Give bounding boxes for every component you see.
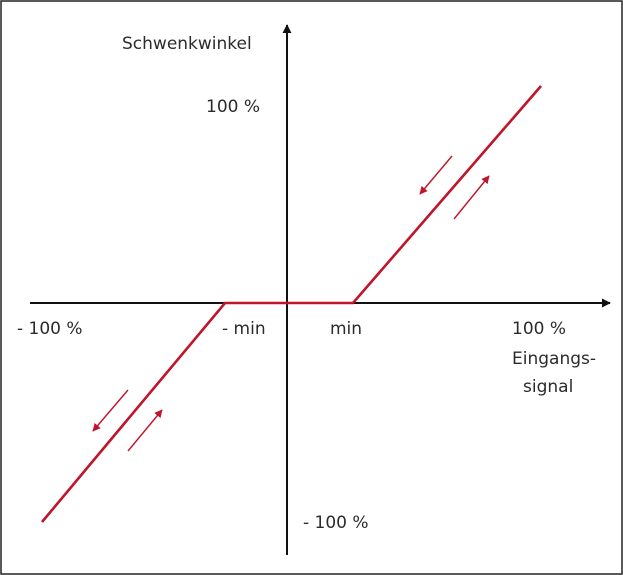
direction-arrow-down-upper bbox=[419, 155, 453, 195]
y-min-label: - 100 % bbox=[303, 513, 369, 533]
x-neg-min-label: - min bbox=[222, 319, 266, 339]
direction-arrow-up-lower bbox=[127, 409, 163, 452]
x-axis-title-line2: signal bbox=[523, 377, 573, 397]
direction-arrow-down-lower bbox=[92, 389, 129, 432]
y-axis-title: Schwenkwinkel bbox=[122, 34, 252, 54]
x-axis-title-line1: Eingangs- bbox=[512, 349, 596, 369]
y-max-label: 100 % bbox=[206, 97, 260, 117]
characteristic-curve bbox=[41, 85, 542, 523]
x-max-label: 100 % bbox=[512, 319, 566, 339]
direction-arrow-up-upper bbox=[453, 175, 490, 220]
x-pos-min-label: min bbox=[330, 319, 362, 339]
x-min-label: - 100 % bbox=[17, 319, 83, 339]
